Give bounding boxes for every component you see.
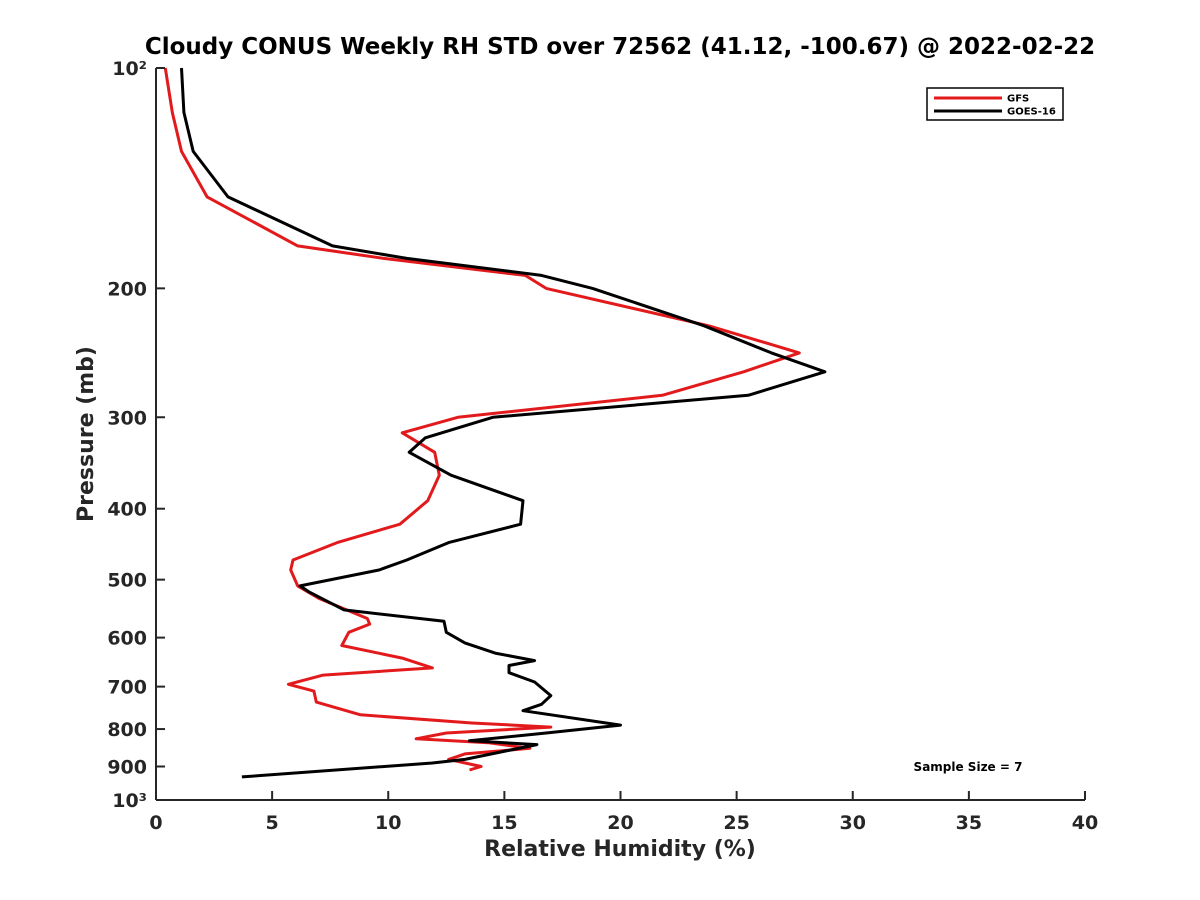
legend-label-goes-16: GOES-16 xyxy=(1007,107,1056,118)
x-tick-label-5: 25 xyxy=(723,812,749,834)
legend-items: GFS GOES-16 xyxy=(934,94,1056,118)
chart-title: Cloudy CONUS Weekly RH STD over 72562 (4… xyxy=(145,34,1095,60)
y-tick-label-4: 500 xyxy=(107,570,147,592)
y-tick-label-3: 400 xyxy=(107,499,147,521)
y-tick-label-2: 300 xyxy=(107,407,147,429)
x-tick-label-3: 15 xyxy=(491,812,517,834)
sample-size-annotation: Sample Size = 7 xyxy=(914,760,1023,774)
y-tick-label-6: 700 xyxy=(107,677,147,699)
y-axis-ticks: 10² 200 300 400 500 600 700 800 900 10³ xyxy=(107,58,165,812)
x-tick-label-2: 10 xyxy=(375,812,401,834)
x-tick-label-7: 35 xyxy=(956,812,982,834)
x-axis-label: Relative Humidity (%) xyxy=(484,837,756,862)
x-tick-label-1: 5 xyxy=(266,812,279,834)
x-tick-label-8: 40 xyxy=(1072,812,1098,834)
y-tick-label-7: 800 xyxy=(107,719,147,741)
series-line-goes-16 xyxy=(180,67,827,779)
x-axis-ticks: 0 5 10 15 20 25 30 35 40 xyxy=(149,791,1098,834)
y-tick-label-9: 10³ xyxy=(112,790,147,812)
y-tick-label-8: 900 xyxy=(107,757,147,779)
legend-label-gfs: GFS xyxy=(1007,94,1029,105)
y-tick-label-5: 600 xyxy=(107,628,147,650)
x-tick-label-4: 20 xyxy=(607,812,633,834)
legend: GFS GOES-16 xyxy=(926,87,1064,121)
plot-area xyxy=(156,68,1085,800)
y-tick-label-0: 10² xyxy=(112,58,147,80)
series-lines xyxy=(163,67,827,779)
x-tick-label-6: 30 xyxy=(840,812,866,834)
x-tick-label-0: 0 xyxy=(149,812,162,834)
legend-box xyxy=(926,87,1064,121)
y-axis-label: Pressure (mb) xyxy=(74,346,99,522)
y-tick-label-1: 200 xyxy=(107,278,147,300)
